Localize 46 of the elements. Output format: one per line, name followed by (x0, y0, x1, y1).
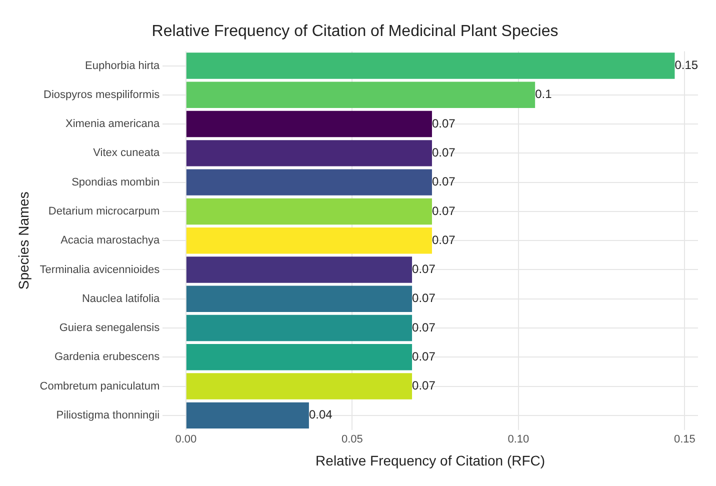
y-tick-label: Euphorbia hirta (85, 60, 161, 72)
data-label: 0.07 (412, 320, 436, 334)
bar (186, 82, 536, 108)
bar (186, 286, 412, 312)
data-label: 0.07 (432, 145, 456, 160)
y-tick-label: Nauclea latifolia (82, 292, 161, 305)
y-tick-label: Combretum paniculatum (40, 380, 160, 392)
data-label: 0.04 (308, 408, 333, 422)
y-tick-label: Detarium microcarpum (48, 205, 160, 218)
data-label: 0.07 (432, 174, 456, 189)
data-label: 0.1 (535, 87, 552, 102)
bar (186, 169, 432, 196)
y-tick-label: Guiera senegalensis (59, 322, 160, 334)
x-tick-label: 0.10 (508, 434, 530, 446)
x-tick-label: 0.15 (674, 434, 696, 446)
bar (186, 110, 432, 138)
bar (186, 373, 412, 400)
data-label: 0.07 (412, 378, 436, 393)
data-label: 0.07 (412, 262, 436, 276)
x-tick-label: 0.00 (175, 434, 197, 446)
bar (186, 314, 412, 342)
bar (186, 227, 432, 254)
x-axis-title: Relative Frequency of Citation (RFC) (316, 452, 546, 468)
data-label: 0.15 (674, 58, 698, 72)
chart-title: Relative Frequency of Citation of Medicinal Plant Species (152, 23, 558, 40)
y-tick-label: Vitex cuneata (93, 147, 161, 160)
y-axis-title: Species Names (15, 192, 32, 290)
data-label: 0.07 (432, 232, 456, 247)
data-label: 0.07 (432, 204, 456, 218)
y-tick-label: Gardenia erubescens (54, 351, 160, 364)
y-tick-label: Terminalia avicennioides (40, 264, 160, 276)
bar (186, 198, 432, 225)
bar (186, 256, 412, 283)
data-label: 0.07 (432, 116, 456, 130)
bar (186, 52, 675, 79)
y-tick-label: Diospyros mespiliformis (44, 88, 160, 101)
data-label: 0.07 (412, 291, 436, 306)
bar (186, 140, 432, 166)
y-tick-label: Piliostigma thonningii (56, 409, 160, 422)
y-tick-label: Ximenia americana (65, 118, 161, 130)
data-label: 0.07 (412, 349, 436, 364)
bar (186, 402, 309, 429)
y-tick-label: Spondias mombin (72, 176, 160, 188)
y-tick-label: Acacia marostachya (60, 234, 161, 247)
bar (186, 344, 412, 370)
x-tick-label: 0.05 (341, 434, 363, 446)
